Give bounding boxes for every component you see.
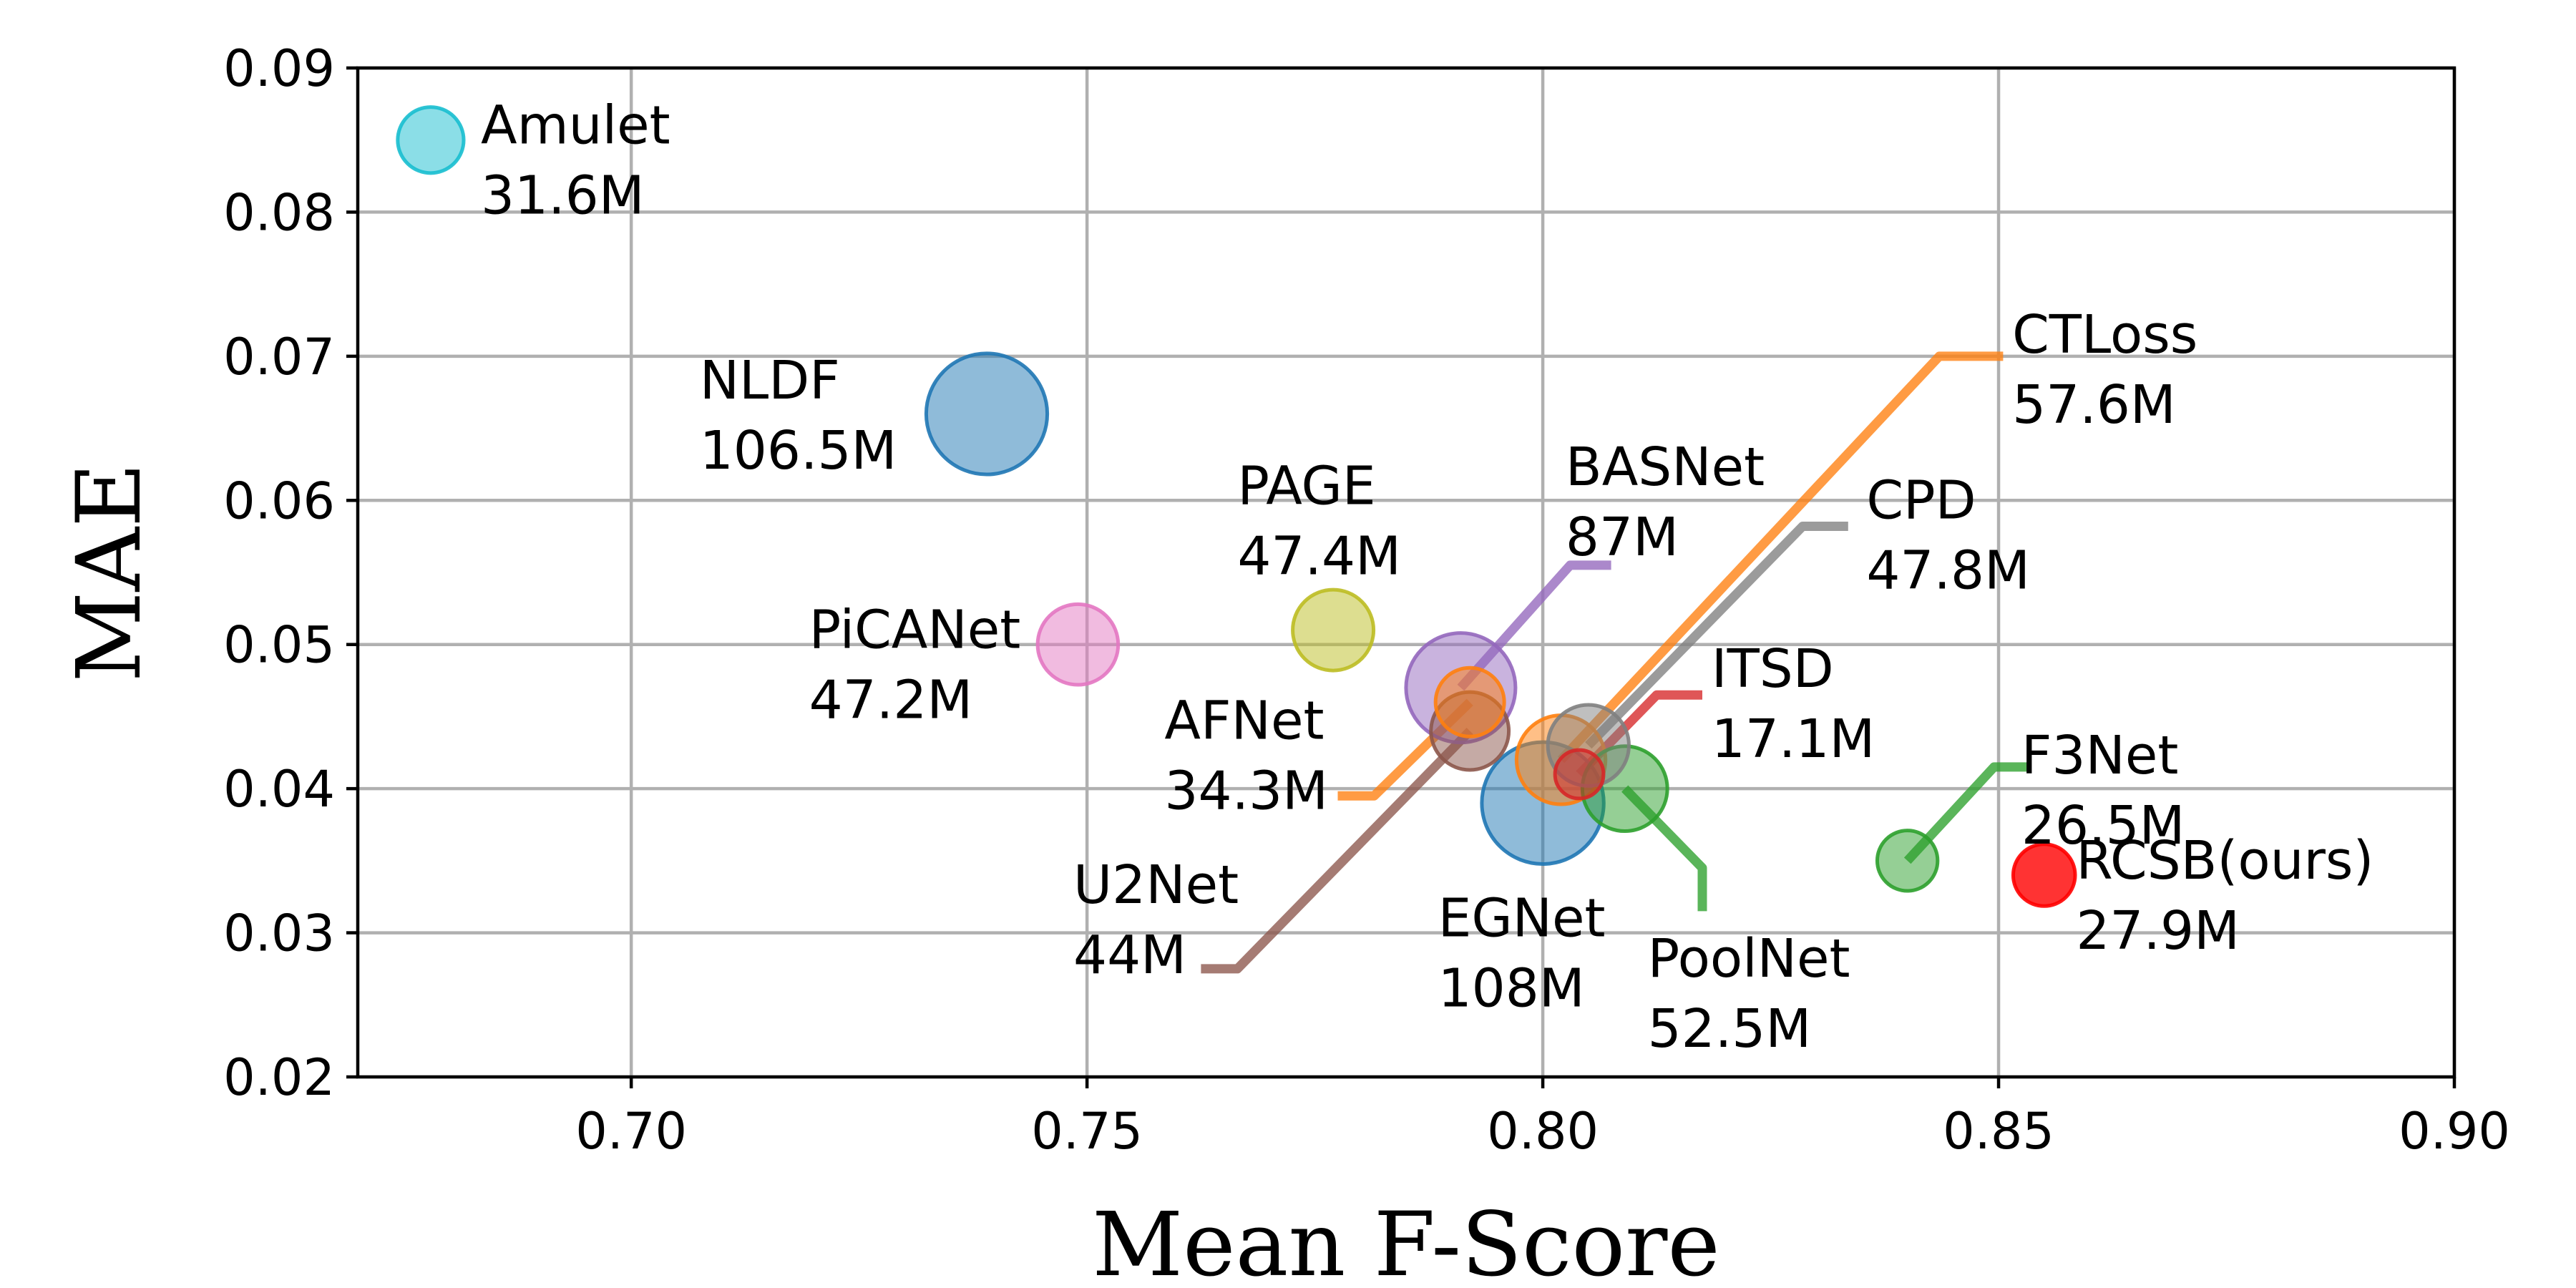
marker-afnet [1433, 665, 1506, 738]
label-name-poolnet: PoolNet [1648, 928, 1850, 990]
label-params-cpd: 47.8M [1866, 540, 2030, 601]
label-name-amulet: Amulet [481, 95, 670, 157]
label-name-picanet: PiCANet [809, 600, 1021, 661]
label-name-page: PAGE [1237, 455, 1375, 517]
label-params-f3net: 26.5M [2021, 795, 2185, 857]
label-name-rcsb-ours: RCSB(ours) [2076, 830, 2373, 892]
label-name-nldf: NLDF [700, 350, 840, 411]
label-name-afnet: AFNet [1164, 691, 1324, 752]
label-params-picanet: 47.2M [809, 670, 973, 731]
leader-line-cpd [1585, 522, 1848, 749]
label-name-cpd: CPD [1866, 469, 1976, 531]
label-name-f3net: F3Net [2021, 725, 2179, 786]
x-tick-label: 0.70 [575, 1102, 687, 1161]
y-tick-label: 0.05 [223, 616, 335, 675]
marker-itsd [1553, 748, 1606, 801]
y-tick-label: 0.03 [223, 904, 335, 963]
marker-nldf [924, 351, 1050, 477]
x-tick-label: 0.80 [1487, 1102, 1599, 1161]
label-params-rcsb-ours: 27.9M [2076, 900, 2240, 962]
label-params-basnet: 87M [1566, 507, 1679, 568]
x-tick-label: 0.75 [1031, 1102, 1143, 1161]
y-tick-label: 0.08 [223, 183, 335, 242]
label-params-nldf: 106.5M [700, 420, 897, 482]
label-params-itsd: 17.1M [1712, 708, 1875, 770]
plot-frame [356, 66, 2457, 1079]
x-tick-label: 0.85 [1943, 1102, 2054, 1161]
x-tick-label: 0.90 [2399, 1102, 2510, 1161]
marker-f3net [1875, 829, 1940, 893]
x-axis-title: Mean F-Score [1092, 1194, 1720, 1288]
y-tick-label: 0.02 [223, 1048, 335, 1107]
label-name-egnet: EGNet [1438, 888, 1606, 950]
marker-picanet [1035, 602, 1121, 687]
label-params-egnet: 108M [1438, 958, 1585, 1020]
data-labels: Amulet 31.6M NLDF 106.5M PiCANet 47.2M PAGE 47.… [481, 95, 2373, 1060]
marker-rcsb-ours [2011, 842, 2077, 908]
label-name-u2net: U2Net [1073, 854, 1239, 916]
axis-ticks: 0.70 0.75 0.80 0.85 0.90 0.02 0.03 0.04 0.05 0.06… [223, 39, 2510, 1161]
label-name-basnet: BASNet [1566, 436, 1765, 498]
y-tick-label: 0.07 [223, 328, 335, 386]
label-params-page: 47.4M [1237, 525, 1401, 587]
y-tick-label: 0.09 [223, 39, 335, 98]
marker-page [1291, 587, 1376, 673]
marker-amulet [396, 105, 466, 175]
label-name-itsd: ITSD [1712, 638, 1834, 700]
leader-line-u2net [1201, 728, 1473, 974]
leader-line-f3net [1903, 762, 2031, 864]
y-tick-label: 0.06 [223, 472, 335, 530]
label-params-u2net: 44M [1073, 924, 1186, 986]
label-params-afnet: 34.3M [1164, 761, 1328, 822]
label-params-ctloss: 57.6M [2012, 374, 2176, 436]
y-tick-label: 0.04 [223, 760, 335, 819]
y-axis-title: MAE [58, 462, 161, 682]
label-name-ctloss: CTLoss [2012, 304, 2197, 366]
label-params-amulet: 31.6M [481, 165, 645, 227]
data-markers [396, 105, 2077, 908]
leader-line-ctloss [1557, 351, 2004, 763]
label-params-poolnet: 52.5M [1648, 998, 1812, 1060]
